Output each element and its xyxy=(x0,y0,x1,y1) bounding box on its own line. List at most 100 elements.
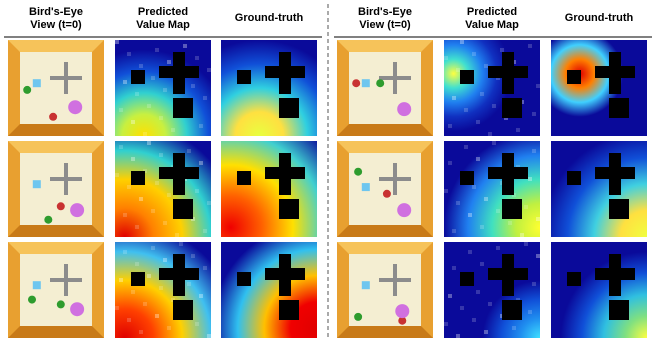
obstacle xyxy=(279,300,299,320)
noise xyxy=(472,185,476,189)
noise xyxy=(464,108,468,112)
noise xyxy=(127,185,131,189)
obstacle xyxy=(173,199,193,219)
noise xyxy=(484,330,488,334)
heat xyxy=(221,40,317,136)
noise xyxy=(191,84,195,88)
noise xyxy=(484,197,488,201)
noise xyxy=(187,149,191,153)
obstacle xyxy=(567,70,581,84)
heat xyxy=(444,242,540,338)
floor xyxy=(349,254,421,326)
cross-obstacle xyxy=(379,278,411,282)
obstacle xyxy=(237,70,251,84)
column-header: Predicted xyxy=(138,6,188,18)
birds-eye-view xyxy=(8,141,104,237)
column-header: Value Map xyxy=(465,19,519,31)
ball xyxy=(44,215,53,224)
noise xyxy=(456,334,460,338)
noise xyxy=(131,290,135,294)
obstacle xyxy=(488,66,528,78)
value-map xyxy=(551,40,647,136)
noise xyxy=(187,282,191,286)
noise xyxy=(183,44,187,48)
noise xyxy=(452,266,456,270)
noise xyxy=(155,314,159,318)
obstacle xyxy=(131,70,145,84)
obstacle xyxy=(460,272,474,286)
obstacle xyxy=(265,268,305,280)
noise xyxy=(163,88,167,92)
frame-bevel xyxy=(8,326,104,338)
noise xyxy=(476,157,480,161)
cube xyxy=(361,281,370,290)
noise xyxy=(119,278,123,282)
noise xyxy=(448,124,452,128)
noise xyxy=(528,310,532,314)
noise xyxy=(203,96,207,100)
heat xyxy=(551,242,647,338)
noise xyxy=(151,76,155,80)
noise xyxy=(199,161,203,165)
noise xyxy=(127,318,131,322)
column-header: Value Map xyxy=(136,19,190,31)
noise xyxy=(207,334,211,338)
obstacle xyxy=(609,300,629,320)
ball xyxy=(56,202,65,211)
frame-bevel xyxy=(337,141,433,153)
noise xyxy=(123,80,127,84)
noise xyxy=(115,173,119,177)
noise xyxy=(167,60,171,64)
cube xyxy=(361,183,370,192)
noise xyxy=(444,56,448,60)
noise xyxy=(135,262,139,266)
cube xyxy=(361,79,370,88)
heat xyxy=(221,141,317,237)
obstacle xyxy=(159,167,199,179)
noise xyxy=(480,262,484,266)
noise xyxy=(444,189,448,193)
obstacle xyxy=(237,171,251,185)
noise xyxy=(163,221,167,225)
noise xyxy=(139,197,143,201)
noise xyxy=(147,274,151,278)
noise xyxy=(484,64,488,68)
cube xyxy=(32,180,41,189)
noise xyxy=(484,197,488,201)
noise xyxy=(492,141,496,145)
noise xyxy=(167,193,171,197)
obstacle xyxy=(279,199,299,219)
ball xyxy=(398,316,407,325)
obstacle xyxy=(595,268,635,280)
noise xyxy=(143,302,147,306)
cube xyxy=(32,281,41,290)
goal xyxy=(70,302,85,317)
goal xyxy=(70,203,85,218)
noise xyxy=(207,68,211,72)
noise xyxy=(127,52,131,56)
noise xyxy=(492,104,496,108)
noise xyxy=(123,80,127,84)
noise xyxy=(115,306,119,310)
column-header: View (t=0) xyxy=(30,19,82,31)
obstacle xyxy=(131,171,145,185)
obstacle xyxy=(460,70,474,84)
column-header: Ground-truth xyxy=(565,12,634,24)
noise xyxy=(171,128,175,132)
noise xyxy=(183,44,187,48)
cross-obstacle xyxy=(50,278,82,282)
column-header: View (t=0) xyxy=(359,19,411,31)
obstacle xyxy=(567,171,581,185)
noise xyxy=(456,201,460,205)
obstacle xyxy=(173,98,193,118)
noise xyxy=(448,294,452,298)
noise xyxy=(500,48,504,52)
cube xyxy=(32,79,41,88)
noise xyxy=(115,40,119,44)
noise xyxy=(532,112,536,116)
obstacle xyxy=(595,167,635,179)
noise xyxy=(143,132,147,136)
obstacle xyxy=(460,171,474,185)
birds-eye-view xyxy=(337,40,433,136)
value-map xyxy=(115,40,211,136)
